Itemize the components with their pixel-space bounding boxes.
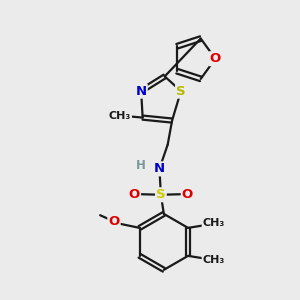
Text: O: O	[108, 215, 120, 229]
Text: CH₃: CH₃	[202, 218, 225, 229]
Text: O: O	[210, 52, 221, 65]
Text: H: H	[136, 159, 146, 172]
Text: CH₃: CH₃	[109, 111, 131, 121]
Text: N: N	[154, 162, 165, 175]
Text: S: S	[156, 188, 166, 201]
Text: N: N	[136, 85, 147, 98]
Text: S: S	[176, 85, 186, 98]
Text: O: O	[182, 188, 193, 201]
Text: O: O	[129, 188, 140, 201]
Text: CH₃: CH₃	[202, 255, 225, 265]
